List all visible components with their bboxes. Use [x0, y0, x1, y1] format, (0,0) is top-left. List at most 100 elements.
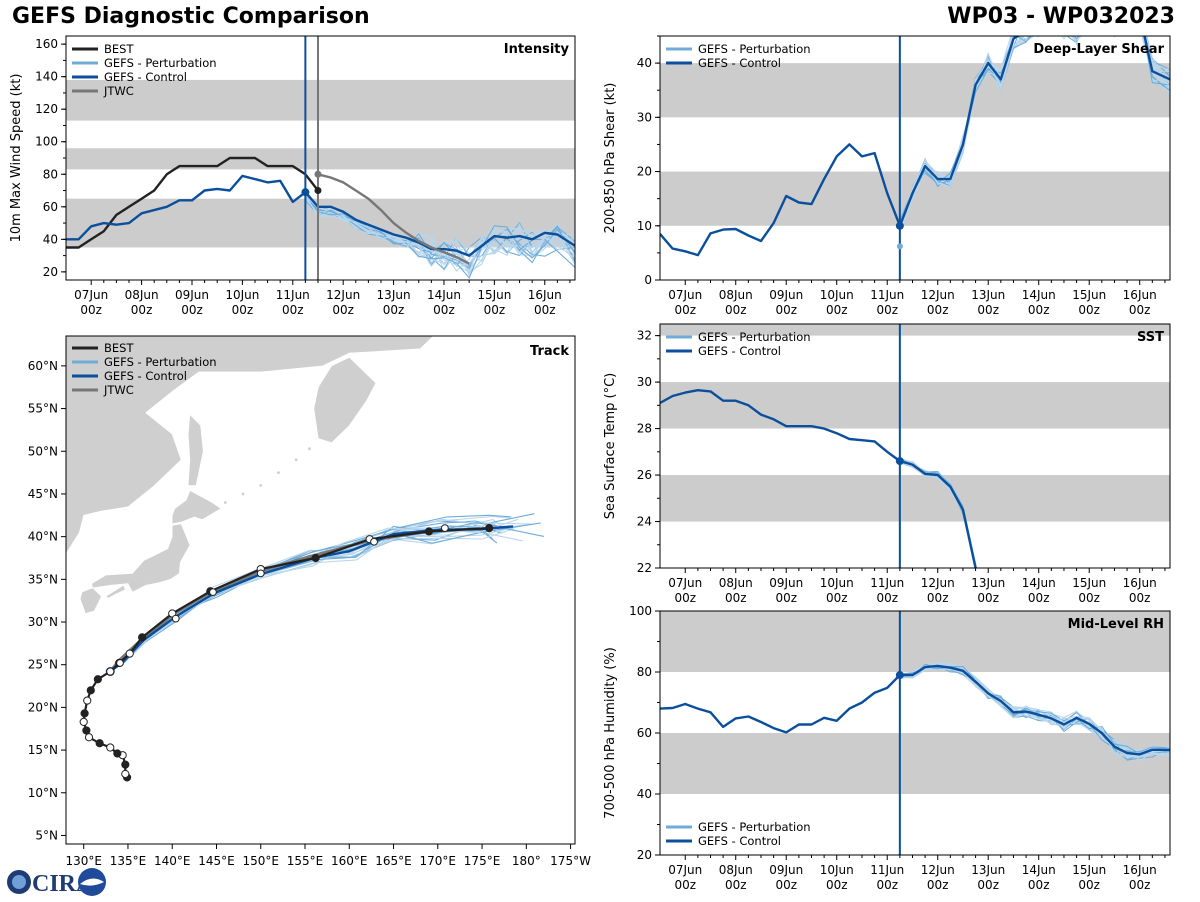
- sst-legend-label: GEFS - Control: [698, 344, 781, 358]
- shear-legend-label: GEFS - Control: [698, 56, 781, 70]
- rh-xtick-label: 00z: [876, 878, 898, 892]
- kuril-island: [294, 458, 298, 462]
- intensity-panel: 2040608010012014016007Jun00z08Jun00z09Ju…: [9, 35, 576, 317]
- rh-xtick-label: 00z: [1078, 878, 1100, 892]
- intensity-legend-label: GEFS - Perturbation: [104, 56, 217, 70]
- sst-xtick-label: 00z: [1078, 591, 1100, 605]
- kuril-island: [259, 484, 263, 487]
- intensity-ytick-label: 140: [35, 70, 58, 84]
- track-best-marker: [82, 726, 91, 735]
- sst-xtick-label: 00z: [775, 591, 797, 605]
- sst-series-gefs-control: [660, 389, 977, 568]
- intensity-control-marker: [301, 188, 310, 197]
- intensity-band: [66, 148, 575, 170]
- sst-ytick-label: 22: [637, 561, 652, 575]
- rh-xtick-label: 00z: [1028, 878, 1050, 892]
- sst-xtick-label: 00z: [674, 591, 696, 605]
- shear-perturbation-member: [899, 36, 1170, 227]
- hokkaido: [171, 490, 222, 525]
- rh-xtick-label: 13Jun: [971, 863, 1005, 877]
- sst-xtick-label: 09Jun: [769, 576, 803, 590]
- track-xtick-label: 140°E: [154, 854, 191, 868]
- sst-ytick-label: 28: [637, 422, 652, 436]
- track-xtick-label: 165°E: [375, 854, 412, 868]
- shear-xtick-label: 07Jun: [668, 288, 702, 302]
- sakhalin: [187, 413, 204, 486]
- sst-band: [660, 324, 1170, 336]
- shear-ytick-label: 30: [637, 110, 652, 124]
- track-legend-label: BEST: [104, 341, 134, 355]
- intensity-xtick-label: 00z: [534, 303, 556, 317]
- rh-legend-label: GEFS - Control: [698, 834, 781, 848]
- intensity-legend-label: BEST: [104, 42, 134, 56]
- track-xtick-label: 130°E: [65, 854, 102, 868]
- rh-panel: 2040608010007Jun00z08Jun00z09Jun00z10Jun…: [603, 604, 1171, 892]
- track-jtwc-marker: [440, 524, 449, 533]
- sst-ytick-label: 32: [637, 329, 652, 343]
- sst-plot-area: [660, 324, 1170, 568]
- sst-xtick-label: 08Jun: [719, 576, 753, 590]
- track-best-marker: [106, 743, 115, 752]
- track-xtick-label: 145°E: [198, 854, 235, 868]
- track-legend-label: JTWC: [103, 383, 134, 397]
- intensity-ytick-label: 80: [43, 167, 58, 181]
- rh-xtick-label: 00z: [1129, 878, 1151, 892]
- intensity-xtick-label: 00z: [282, 303, 304, 317]
- track-ytick-label: 30°N: [28, 615, 58, 629]
- shear-perturbation-member: [899, 36, 1170, 232]
- kuril-island: [277, 471, 280, 475]
- sst-xtick-label: 00z: [927, 591, 949, 605]
- shear-ytick-label: 20: [637, 165, 652, 179]
- rh-band: [660, 733, 1170, 794]
- intensity-perturbation-member: [304, 196, 575, 272]
- track-xtick-label: 175°E: [464, 854, 501, 868]
- track-best-marker: [485, 524, 494, 533]
- sst-xtick-label: 00z: [725, 591, 747, 605]
- intensity-band: [66, 79, 575, 121]
- track-frame: [65, 335, 576, 845]
- shear-xtick-label: 00z: [876, 303, 898, 317]
- sst-xtick-label: 15Jun: [1072, 576, 1106, 590]
- rh-ylabel: 700-500 hPa Humidity (%): [603, 647, 618, 819]
- intensity-series-jtwc: [317, 173, 470, 265]
- intensity-series-best: [66, 156, 319, 249]
- shear-xtick-label: 00z: [927, 303, 949, 317]
- shikoku: [105, 584, 126, 599]
- track-ytick-label: 10°N: [28, 786, 58, 800]
- shear-band: [660, 171, 1170, 226]
- shear-xtick-label: 00z: [1028, 303, 1050, 317]
- sst-ytick-label: 24: [637, 515, 652, 529]
- asia-mainland: [66, 336, 434, 582]
- shear-xtick-label: 00z: [977, 303, 999, 317]
- rh-xtick-label: 00z: [927, 878, 949, 892]
- rh-xtick-label: 07Jun: [668, 863, 702, 877]
- track-xtick-label: 180°: [512, 854, 541, 868]
- rh-xtick-label: 00z: [725, 878, 747, 892]
- rh-band: [660, 611, 1170, 672]
- intensity-xtick-label: 00z: [484, 303, 506, 317]
- track-best-marker: [86, 686, 95, 695]
- track-perturbation-member: [109, 525, 494, 672]
- intensity-ytick-label: 60: [43, 200, 58, 214]
- sst-xtick-label: 12Jun: [921, 576, 955, 590]
- shear-perturbation-member: [899, 36, 1170, 227]
- shear-panel: 01020304007Jun00z08Jun00z09Jun00z10Jun00…: [603, 35, 1171, 317]
- kamchatka: [313, 356, 377, 444]
- sst-band: [660, 382, 1170, 429]
- track-best-marker: [106, 667, 115, 676]
- track-ytick-label: 55°N: [28, 402, 58, 416]
- rh-xtick-label: 00z: [674, 878, 696, 892]
- intensity-xtick-label: 00z: [181, 303, 203, 317]
- shear-xtick-label: 00z: [1129, 303, 1151, 317]
- shear-perturbation-member: [899, 36, 1170, 224]
- intensity-ytick-label: 20: [43, 265, 58, 279]
- sst-band: [660, 475, 1170, 522]
- intensity-ylabel: 10m Max Wind Speed (kt): [9, 74, 24, 243]
- figure-title: GEFS Diagnostic Comparison: [12, 4, 370, 29]
- track-xtick-label: 160°E: [331, 854, 368, 868]
- sst-control-marker: [895, 457, 904, 466]
- intensity-ytick-label: 100: [35, 135, 58, 149]
- shear-perturbation-member: [899, 36, 1170, 230]
- sst-xtick-label: 00z: [977, 591, 999, 605]
